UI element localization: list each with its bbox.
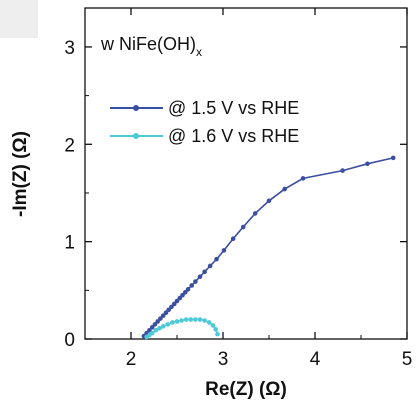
data-point: [252, 211, 258, 216]
data-point: [214, 256, 219, 262]
data-point: [165, 322, 171, 327]
y-tick-label: 3: [64, 38, 75, 59]
plot-frame: [84, 7, 408, 340]
y-axis-ticks: 0 1 2 3: [64, 38, 407, 351]
annotation-main: w NiFe(OH): [100, 34, 196, 54]
legend-marker-1: [133, 105, 139, 111]
y-tick-label: 2: [64, 135, 75, 156]
data-point: [170, 320, 175, 325]
x-tick-label: 3: [218, 349, 229, 370]
data-point: [160, 313, 166, 318]
data-point: [221, 248, 227, 253]
data-point: [155, 319, 160, 324]
data-point: [215, 331, 220, 337]
series-layer: [141, 155, 396, 340]
data-point: [207, 263, 213, 269]
data-point: [188, 317, 194, 322]
data-point: [213, 326, 218, 332]
data-point: [282, 186, 287, 192]
data-point: [193, 317, 198, 322]
data-point: [340, 168, 345, 173]
legend: @ 1.5 V vs RHE @ 1.6 V vs RHE: [110, 98, 299, 146]
data-point: [202, 269, 207, 275]
data-point: [147, 327, 152, 333]
x-tick-label: 5: [402, 349, 413, 370]
legend-marker-2: [133, 133, 139, 139]
series-line-1: [143, 157, 394, 337]
data-point: [166, 307, 172, 313]
legend-label-2: @ 1.6 V vs RHE: [168, 126, 299, 146]
x-tick-label: 2: [126, 349, 137, 370]
data-point: [163, 310, 169, 316]
data-point: [189, 283, 195, 288]
data-point: [149, 325, 155, 330]
data-point: [149, 330, 155, 336]
data-point: [169, 304, 174, 310]
data-point: [210, 323, 216, 328]
x-axis-label: Re(Z) (Ω): [205, 379, 287, 400]
data-point: [171, 301, 177, 307]
x-axis-ticks: 2 3 4 5: [84, 8, 413, 370]
data-point: [300, 176, 306, 181]
data-point: [193, 279, 198, 284]
data-point: [390, 155, 396, 161]
data-point: [197, 317, 203, 322]
data-point: [202, 318, 207, 323]
data-point: [179, 318, 184, 323]
x-tick-label: 4: [310, 349, 321, 370]
data-point: [206, 320, 212, 325]
data-point: [183, 317, 189, 322]
data-point: [153, 327, 159, 333]
annotation-label: w NiFe(OH)x: [100, 34, 202, 59]
y-tick-label: 0: [64, 330, 75, 351]
annotation-subscript: x: [196, 45, 202, 59]
data-point: [177, 295, 183, 301]
y-tick-label: 1: [64, 233, 75, 254]
legend-label-1: @ 1.5 V vs RHE: [168, 98, 299, 118]
data-point: [182, 289, 188, 295]
data-point: [174, 298, 180, 304]
corner-tab: [0, 0, 38, 38]
data-point: [180, 292, 185, 298]
data-point: [266, 198, 272, 204]
data-point: [365, 161, 370, 167]
data-point: [197, 274, 203, 279]
data-point: [240, 224, 246, 230]
data-point: [158, 316, 163, 321]
data-point: [174, 319, 180, 324]
data-point: [185, 287, 191, 292]
data-point: [152, 322, 158, 327]
data-point: [160, 324, 166, 329]
data-point: [230, 236, 236, 242]
data-point: [157, 325, 162, 331]
y-axis-label: -Im(Z) (Ω): [10, 131, 31, 217]
